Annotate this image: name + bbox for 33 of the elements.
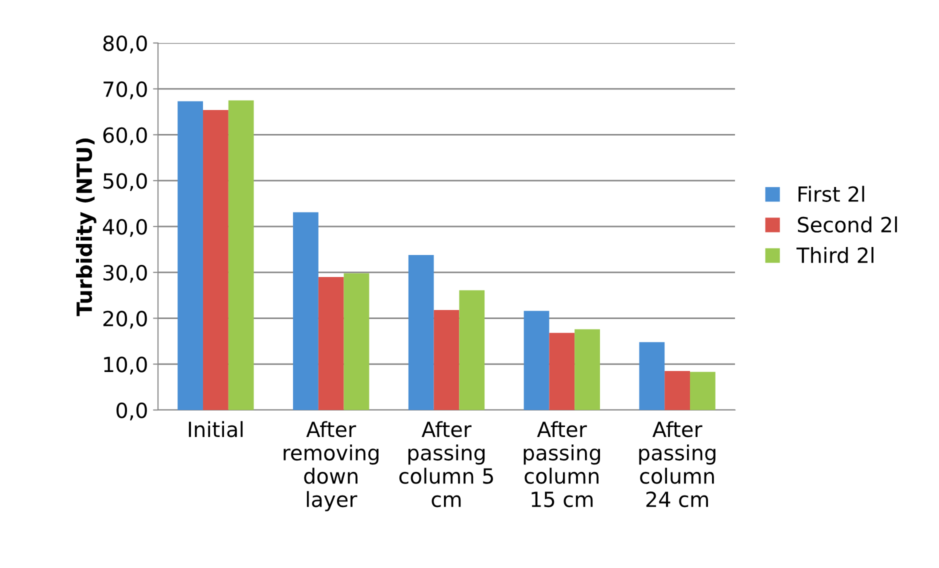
y-tick-label: 80,0 bbox=[103, 35, 147, 54]
bar bbox=[690, 372, 716, 410]
x-tick-label: Initial bbox=[188, 421, 243, 438]
bar bbox=[434, 310, 460, 410]
y-tick-label: 60,0 bbox=[103, 127, 147, 146]
bar bbox=[293, 212, 318, 410]
legend-label: Third 2l bbox=[796, 247, 874, 264]
y-tick-label: 10,0 bbox=[104, 356, 147, 374]
bar bbox=[639, 342, 665, 410]
bar bbox=[318, 276, 344, 410]
y-tick-label: 40,0 bbox=[102, 218, 147, 237]
y-tick-label: 20,0 bbox=[103, 310, 147, 329]
bar bbox=[459, 290, 485, 410]
bar bbox=[549, 332, 575, 410]
bar bbox=[228, 100, 254, 410]
bar bbox=[178, 101, 204, 410]
y-axis-title: Turbidity (NTU) bbox=[76, 138, 96, 316]
x-tick-label: After passing column 5 cm bbox=[399, 421, 493, 508]
legend-label: Second 2l bbox=[798, 216, 897, 233]
y-tick-label: 0,0 bbox=[116, 402, 147, 420]
bar bbox=[524, 310, 550, 410]
bar bbox=[574, 329, 600, 410]
y-tick-label: 50,0 bbox=[104, 173, 147, 191]
bar bbox=[408, 254, 434, 410]
x-tick-label: After passing column 15 cm bbox=[524, 421, 600, 508]
bar bbox=[344, 273, 370, 410]
x-tick-label: After removing down layer bbox=[284, 421, 378, 512]
bar bbox=[664, 371, 690, 410]
y-tick-label: 70,0 bbox=[104, 81, 147, 100]
legend-label: First 2l bbox=[798, 186, 864, 202]
y-tick-label: 30,0 bbox=[103, 264, 147, 283]
bar bbox=[203, 110, 228, 410]
x-tick-label: After passing column 24 cm bbox=[639, 421, 716, 508]
